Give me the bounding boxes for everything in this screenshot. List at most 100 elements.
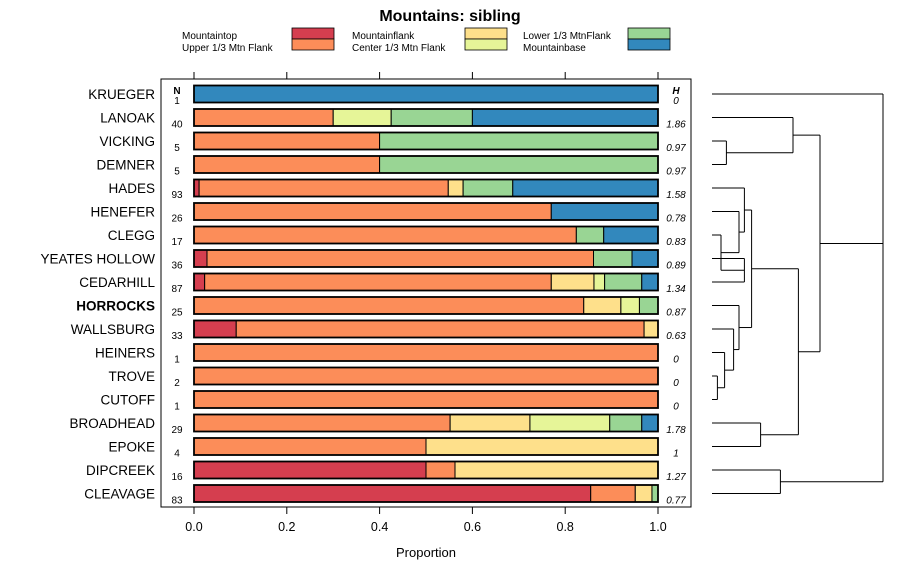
bar-segment-broadhead-center-1-3-mtn-flank <box>529 414 611 432</box>
bar-outline-lanoak <box>193 108 659 127</box>
h-column-header: H <box>672 86 680 97</box>
h-value-heiners: 0 <box>673 355 679 366</box>
legend-swatch-mountainbase <box>627 38 671 51</box>
bar-segment-horrocks-mountainflank <box>583 296 622 315</box>
bar-segment-lanoak-center-1-3-mtn-flank <box>332 108 392 127</box>
bar-outline-demner <box>193 155 659 174</box>
n-value-cleavage: 83 <box>171 496 183 507</box>
row-label-heiners: HEINERS <box>95 346 155 361</box>
h-value-epoke: 1 <box>673 449 679 460</box>
legend-swatch-center-1-3-mtn-flank <box>464 38 508 51</box>
bar-segment-henefer-upper-1-3-mtn-flank <box>193 202 552 221</box>
bar-segment-hades-mountainflank <box>447 179 464 197</box>
x-axis-label: Proportion <box>396 545 456 560</box>
row-label-horrocks: HORROCKS <box>76 299 155 314</box>
bar-segment-horrocks-upper-1-3-mtn-flank <box>193 296 585 315</box>
bar-outline-cleavage <box>193 484 659 503</box>
bar-outline-hades <box>193 178 659 198</box>
h-value-cutoff: 0 <box>673 402 679 413</box>
bar-outline-horrocks <box>193 296 659 315</box>
n-value-wallsburg: 33 <box>171 331 183 342</box>
n-value-vicking: 5 <box>174 143 180 154</box>
h-value-hades: 1.58 <box>666 190 686 201</box>
row-label-cutoff: CUTOFF <box>101 393 156 408</box>
legend-swatch-mountainflank <box>464 27 508 40</box>
n-value-cedarhill: 87 <box>171 284 183 295</box>
bar-segment-horrocks-center-1-3-mtn-flank <box>620 296 640 315</box>
bar-segment-cleavage-lower-1-3-mtnflank <box>651 484 659 503</box>
x-tick-label-0: 0.0 <box>185 520 202 534</box>
n-value-broadhead: 29 <box>171 425 183 436</box>
bar-segment-krueger-mountainbase <box>193 85 659 103</box>
h-value-horrocks: 0.87 <box>666 308 686 319</box>
h-value-yeates-hollow: 0.89 <box>666 261 686 272</box>
bar-segment-cleavage-mountainflank <box>634 484 653 503</box>
bar-segment-lanoak-lower-1-3-mtnflank <box>390 108 473 127</box>
legend-swatch-upper-1-3-mtn-flank <box>291 38 335 51</box>
bar-segment-broadhead-lower-1-3-mtnflank <box>609 414 643 432</box>
row-label-demner: DEMNER <box>96 158 155 173</box>
row-label-trove: TROVE <box>108 369 155 384</box>
bar-segment-cedarhill-mountainbase <box>641 273 659 291</box>
h-value-krueger: 0 <box>673 96 679 107</box>
row-label-hades: HADES <box>108 181 155 196</box>
bar-segment-horrocks-lower-1-3-mtnflank <box>638 296 659 315</box>
row-label-krueger: KRUEGER <box>88 87 155 102</box>
bar-segment-dipcreek-mountainflank <box>454 461 659 479</box>
bar-segment-wallsburg-mountainflank <box>643 320 659 338</box>
row-label-henefer: HENEFER <box>90 205 155 220</box>
bar-segment-demner-upper-1-3-mtn-flank <box>193 155 381 174</box>
bar-segment-cedarhill-mountainflank <box>550 273 595 291</box>
bar-segment-cleavage-mountaintop <box>193 484 592 503</box>
bar-segment-lanoak-upper-1-3-mtn-flank <box>193 108 334 127</box>
n-value-dipcreek: 16 <box>171 472 183 483</box>
n-value-lanoak: 40 <box>171 120 183 131</box>
x-axis: 0.0 0.2 0.4 0.6 0.8 1.0 <box>185 72 667 534</box>
bar-segment-clegg-mountainbase <box>603 226 659 244</box>
h-value-wallsburg: 0.63 <box>666 331 686 342</box>
bar-segment-henefer-mountainbase <box>550 202 659 221</box>
row-label-epoke: EPOKE <box>108 440 155 455</box>
bar-segment-broadhead-mountainflank <box>449 414 531 432</box>
n-value-hades: 93 <box>171 190 183 201</box>
bar-segment-clegg-lower-1-3-mtnflank <box>575 226 605 244</box>
bar-outline-epoke <box>193 437 659 456</box>
chart-title: Mountains: sibling <box>379 8 520 25</box>
h-value-lanoak: 1.86 <box>666 120 686 131</box>
bar-outline-krueger <box>193 84 659 104</box>
legend-label-upper-1-3-mtn-flank: Upper 1/3 Mtn Flank <box>182 43 274 54</box>
n-value-horrocks: 25 <box>171 308 183 319</box>
bar-outline-wallsburg <box>193 319 659 339</box>
row-label-broadhead: BROADHEAD <box>69 416 155 431</box>
n-column-header: N <box>173 86 180 97</box>
bar-segment-demner-lower-1-3-mtnflank <box>379 155 659 174</box>
n-value-clegg: 17 <box>171 237 183 248</box>
row-label-cedarhill: CEDARHILL <box>79 275 155 290</box>
bar-segment-lanoak-mountainbase <box>471 108 659 127</box>
h-value-trove: 0 <box>673 378 679 389</box>
plot-frame <box>160 78 692 508</box>
bar-outline-cutoff <box>193 390 659 409</box>
n-value-cutoff: 1 <box>174 402 180 413</box>
legend-label-lower-1-3-mtnflank: Lower 1/3 MtnFlank <box>523 31 612 42</box>
bar-segment-wallsburg-upper-1-3-mtn-flank <box>235 320 645 338</box>
bar-segment-cedarhill-mountaintop <box>193 273 206 291</box>
row-label-vicking: VICKING <box>99 134 155 149</box>
legend-label-center-1-3-mtn-flank: Center 1/3 Mtn Flank <box>352 43 446 54</box>
bar-outline-broadhead <box>193 413 659 433</box>
bar-segment-cleavage-upper-1-3-mtn-flank <box>590 484 636 503</box>
legend-swatch-lower-1-3-mtnflank <box>627 27 671 40</box>
bar-segment-cutoff-upper-1-3-mtn-flank <box>193 390 659 409</box>
n-value-epoke: 4 <box>174 449 180 460</box>
h-value-dipcreek: 1.27 <box>666 472 686 483</box>
x-tick-label-4: 0.8 <box>557 520 574 534</box>
x-tick-label-3: 0.6 <box>464 520 481 534</box>
h-value-vicking: 0.97 <box>666 143 686 154</box>
bar-segment-epoke-upper-1-3-mtn-flank <box>193 437 427 456</box>
legend-swatch-mountaintop <box>291 27 335 40</box>
bar-segment-hades-mountainbase <box>512 179 659 197</box>
h-value-cedarhill: 1.34 <box>666 284 686 295</box>
bar-outline-vicking <box>193 131 659 151</box>
